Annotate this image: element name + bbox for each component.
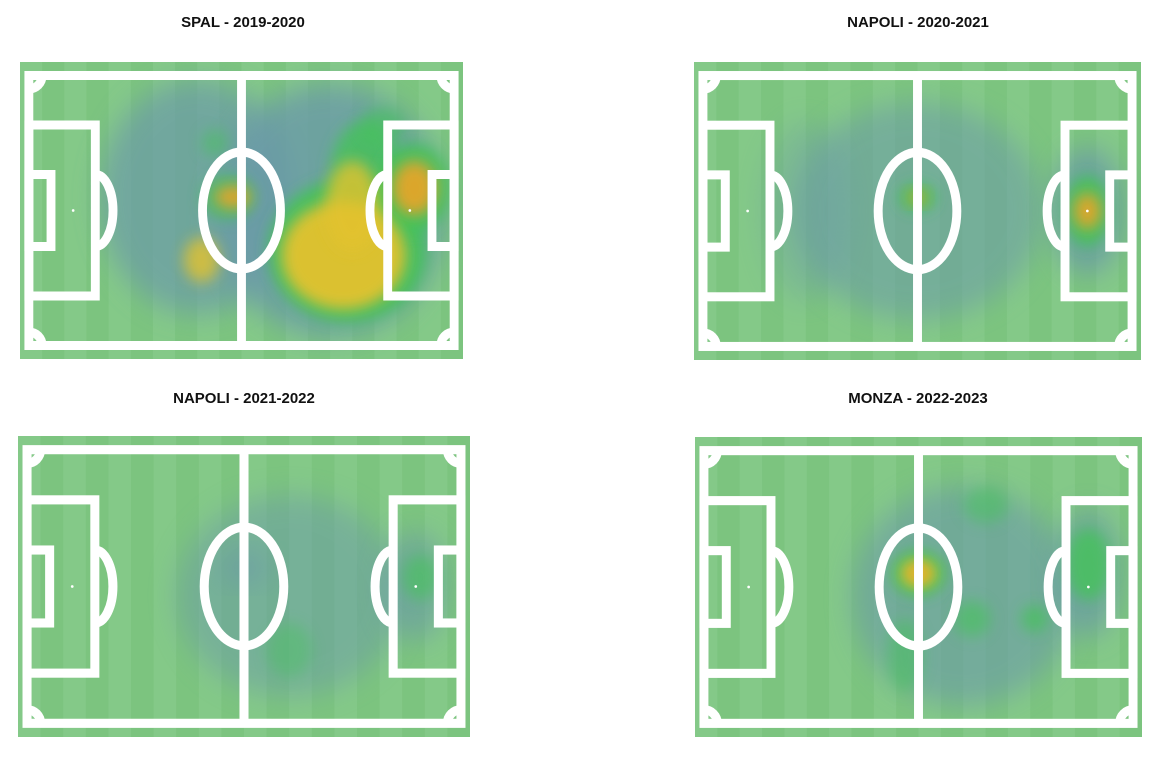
corner-arc — [28, 327, 47, 346]
pitch-stripe — [153, 436, 177, 737]
pitch-lines — [24, 71, 459, 350]
pitch-stripe — [63, 436, 86, 737]
goal-box — [1105, 170, 1137, 252]
pitch-stripe — [64, 62, 87, 359]
corner-arc — [703, 705, 722, 724]
center-circle — [198, 147, 285, 274]
corner-arc — [28, 75, 47, 94]
heat-zone — [325, 161, 379, 251]
corner-arc — [436, 327, 455, 346]
corner-arc — [26, 705, 46, 724]
penalty-spot — [70, 585, 74, 588]
penalty-arc — [769, 170, 793, 252]
center-circle — [873, 147, 962, 275]
penalty-arc — [1042, 170, 1066, 252]
penalty-arc — [94, 170, 118, 251]
heat-zone — [392, 161, 437, 215]
corner-arc — [703, 450, 722, 469]
pitch-lines — [22, 445, 466, 728]
penalty-arc — [770, 546, 794, 628]
center-circle — [199, 522, 289, 651]
pitch-stripe — [739, 437, 763, 737]
heat-zone — [201, 129, 229, 157]
pitch-lines — [699, 446, 1138, 728]
pitch — [18, 436, 470, 737]
corner-arc — [1115, 705, 1134, 724]
penalty-arc — [94, 545, 118, 628]
penalty-spot — [747, 585, 750, 589]
heat-zone — [1021, 605, 1049, 633]
heat-zone — [266, 622, 312, 678]
penalty-arc — [365, 170, 389, 251]
panel-title: NAPOLI - 2020-2021 — [847, 14, 989, 31]
goal-box — [24, 170, 56, 251]
corner-arc — [1115, 450, 1134, 469]
penalty-spot — [408, 209, 412, 212]
pitch-stripe — [784, 437, 807, 737]
pitch — [695, 437, 1142, 737]
penalty-spot — [746, 209, 749, 213]
penalty-spot — [414, 585, 418, 588]
pitch-stripe — [738, 62, 762, 360]
goal-box — [22, 545, 55, 628]
penalty-spot — [1086, 209, 1089, 213]
corner-arc — [1114, 328, 1133, 347]
heat-zone — [761, 120, 851, 302]
pitch-stripe — [829, 437, 852, 737]
goal-box — [698, 170, 730, 252]
panel-title: NAPOLI - 2021-2022 — [173, 390, 315, 407]
heat-zone — [851, 487, 1075, 706]
heat-zone — [963, 487, 1008, 524]
pitch — [20, 62, 463, 359]
penalty-spot — [71, 209, 75, 212]
corner-arc — [442, 449, 462, 468]
penalty-spot — [1087, 585, 1090, 589]
panel-title: MONZA - 2022-2023 — [848, 390, 988, 407]
heat-zone — [1066, 527, 1111, 601]
penalty-arc — [1043, 546, 1067, 628]
heat-zone — [402, 554, 439, 601]
corner-arc — [436, 75, 455, 94]
pitch-lines — [698, 71, 1137, 351]
goal-box — [699, 546, 731, 628]
heat-zone — [954, 600, 991, 637]
center-circle — [874, 523, 963, 651]
pitch — [694, 62, 1141, 360]
corner-arc — [26, 449, 46, 468]
goal-box — [1106, 546, 1138, 628]
goal-box — [427, 170, 459, 251]
corner-arc — [702, 75, 721, 94]
goal-box — [433, 545, 466, 628]
corner-arc — [702, 328, 721, 347]
penalty-arc — [370, 545, 394, 628]
pitch-stripe — [108, 436, 131, 737]
corner-arc — [442, 705, 462, 724]
panel-title: SPAL - 2019-2020 — [181, 14, 305, 31]
corner-arc — [1114, 75, 1133, 94]
